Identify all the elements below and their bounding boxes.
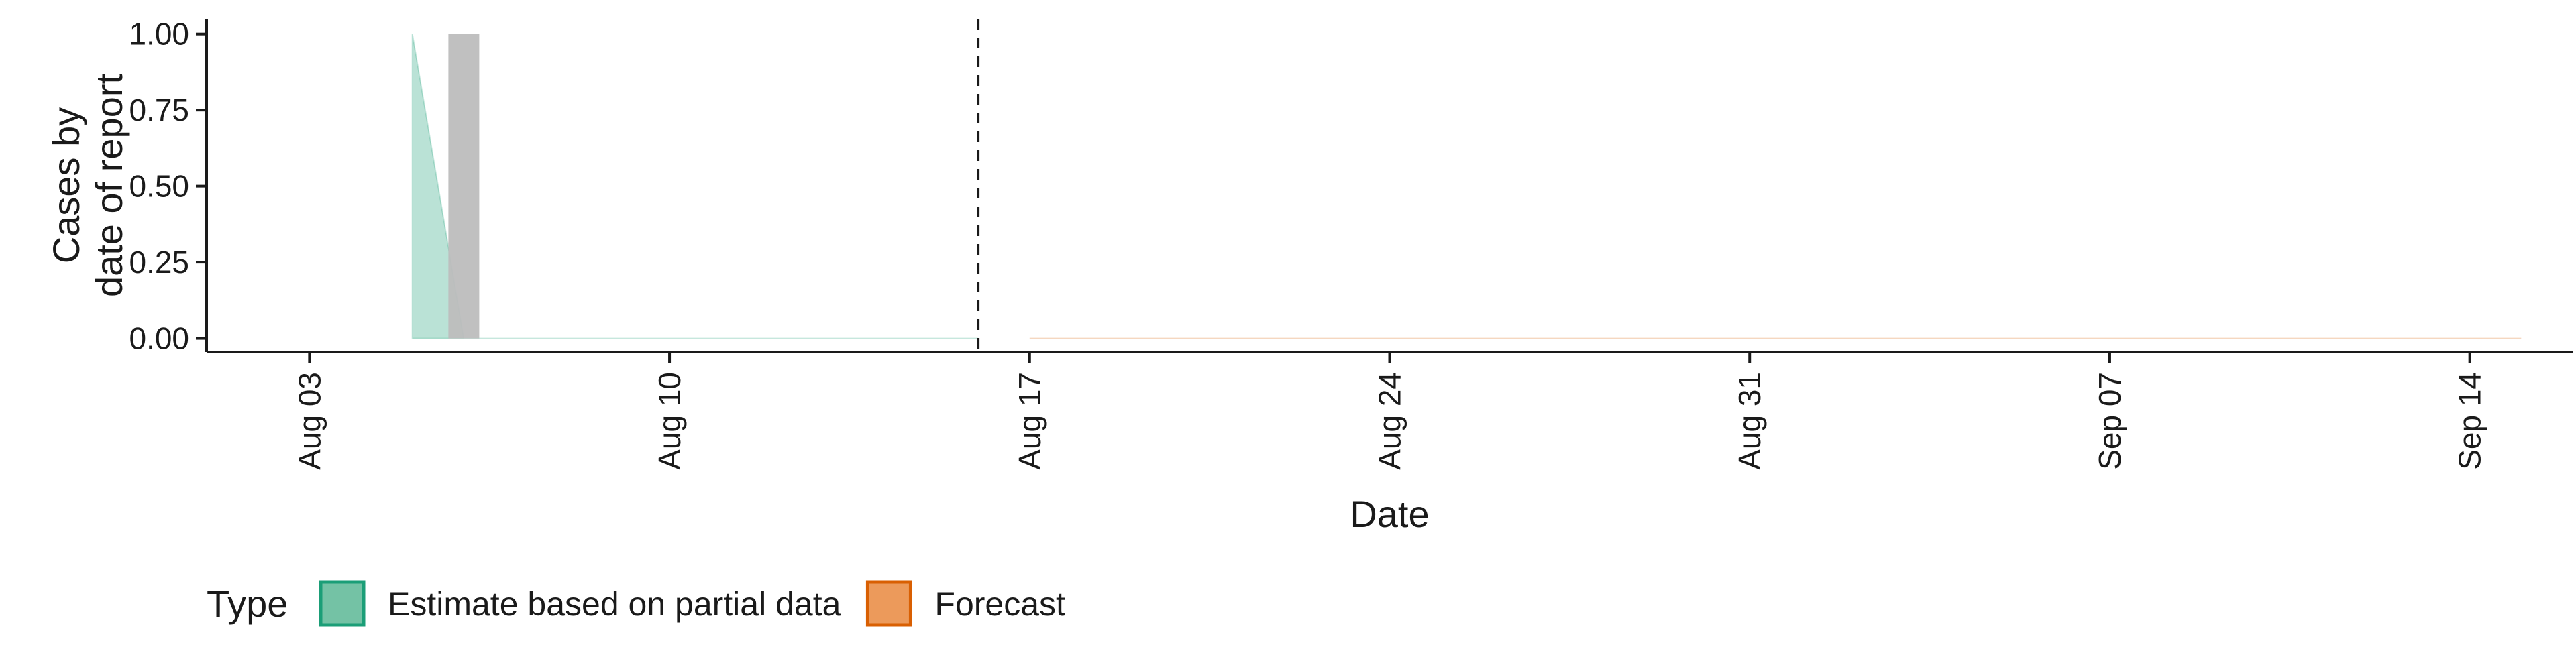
legend-swatch-0 xyxy=(319,580,366,627)
x-tick-label: Aug 10 xyxy=(652,372,687,470)
x-axis-title: Date xyxy=(1350,493,1429,535)
x-tick-label: Aug 24 xyxy=(1373,372,1407,470)
legend-title: Type xyxy=(207,583,288,625)
estimate-band-area xyxy=(411,34,979,339)
y-tick-label: 0.00 xyxy=(129,321,189,356)
axes-layer: 0.00 0.25 0.50 0.75 1.00 Aug 03 Aug 10 Aug 17 Au… xyxy=(45,17,2573,535)
y-tick-label: 0.25 xyxy=(129,245,189,280)
x-tick-label: Sep 07 xyxy=(2092,372,2127,470)
bar-layer xyxy=(448,34,480,339)
x-tick-label: Sep 14 xyxy=(2453,372,2487,470)
x-tick-label: Aug 17 xyxy=(1012,372,1047,470)
y-tick-label: 0.75 xyxy=(129,93,189,127)
x-tick-label: Aug 31 xyxy=(1732,372,1767,470)
legend-label: Forecast xyxy=(934,585,1065,623)
legend: Type Estimate based on partial data Foreca… xyxy=(207,580,1065,627)
y-axis-title-line: date of report xyxy=(88,74,130,298)
x-tick-label: Aug 03 xyxy=(292,372,327,470)
y-tick-label: 1.00 xyxy=(129,17,189,52)
y-tick-label: 0.50 xyxy=(129,169,189,204)
y-axis-title-line: Cases by xyxy=(45,107,87,263)
band-layer xyxy=(411,34,2522,339)
y-axis-title: Cases bydate of report xyxy=(45,74,130,298)
legend-label: Estimate based on partial data xyxy=(388,585,841,623)
legend-swatch-1 xyxy=(865,580,912,627)
observed-bar-0 xyxy=(448,34,480,339)
